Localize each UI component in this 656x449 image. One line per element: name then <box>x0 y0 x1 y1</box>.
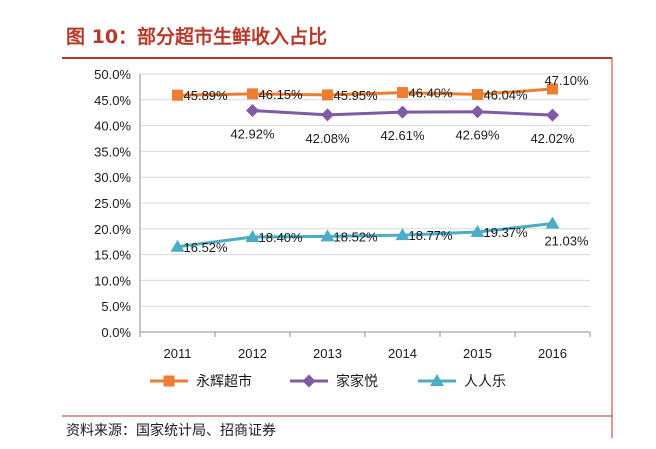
data-point <box>547 83 558 95</box>
data-point <box>395 228 410 241</box>
data-point <box>472 88 483 100</box>
x-tick-label: 2012 <box>238 346 267 361</box>
series-line <box>177 87 553 97</box>
legend: 永辉超市 家家悦 人人乐 <box>150 373 506 390</box>
y-tick-label: 20.0% <box>94 222 131 237</box>
y-tick-label: 35.0% <box>94 144 131 159</box>
source-note: 资料来源：国家统计局、招商证券 <box>66 422 276 439</box>
legend-label: 人人乐 <box>464 374 506 390</box>
data-point <box>397 87 408 99</box>
series-line <box>177 221 553 249</box>
legend-marker <box>163 375 175 387</box>
data-label: 45.95% <box>334 88 379 103</box>
y-tick-label: 30.0% <box>94 170 131 185</box>
data-point <box>172 89 183 101</box>
x-tick-label: 2016 <box>538 346 567 361</box>
legend-item: 永辉超市 <box>150 373 252 390</box>
x-tick-label: 2015 <box>463 346 492 361</box>
data-label: 42.08% <box>305 131 350 146</box>
series-1: 45.89% 46.15% 45.95% 46.40% 46.04% 47.10% <box>172 73 589 103</box>
data-point <box>470 225 485 238</box>
series-2: 42.92% 42.08% 42.61% 42.69% 42.02% <box>230 104 575 146</box>
data-point <box>546 108 559 122</box>
data-label: 21.03% <box>544 233 589 248</box>
y-tick-label: 40.0% <box>94 119 131 134</box>
data-label: 45.89% <box>184 88 229 103</box>
data-label: 18.77% <box>409 228 454 243</box>
legend-label: 永辉超市 <box>196 373 252 390</box>
legend-label: 家家悦 <box>336 373 378 390</box>
data-point <box>247 88 258 100</box>
x-tick-label: 2013 <box>313 346 342 361</box>
x-tick-label: 2011 <box>164 346 192 361</box>
data-label: 42.69% <box>455 128 500 143</box>
data-point <box>322 89 333 101</box>
data-point <box>246 104 259 118</box>
data-label: 46.04% <box>484 87 529 102</box>
data-label: 19.37% <box>484 225 529 240</box>
y-tick-label: 10.0% <box>94 273 131 288</box>
y-tick-label: 0.0% <box>101 325 131 340</box>
y-tick-label: 25.0% <box>94 196 131 211</box>
series-3: 16.52% 18.40% 18.52% 18.77% 19.37% 21.03% <box>170 216 589 255</box>
data-point <box>321 108 334 122</box>
y-tick-label: 50.0% <box>94 67 131 82</box>
data-label: 46.15% <box>259 87 304 102</box>
data-label: 42.02% <box>530 131 575 146</box>
data-point <box>396 105 409 119</box>
data-point <box>545 216 560 229</box>
legend-item: 家家悦 <box>290 373 378 390</box>
data-label: 46.40% <box>409 86 454 101</box>
data-point <box>245 230 260 243</box>
data-point <box>320 229 335 242</box>
plot-area: 0.0% 5.0% 10.0% 15.0% 20.0% 25.0% 30.0% 35.0% 40… <box>94 67 591 361</box>
data-label: 42.61% <box>380 128 425 143</box>
y-tick-label: 5.0% <box>101 299 131 314</box>
x-tick-label: 2014 <box>388 346 417 361</box>
data-label: 18.40% <box>259 230 304 245</box>
y-tick-label: 45.0% <box>94 93 131 108</box>
data-label: 18.52% <box>334 229 379 244</box>
data-point <box>170 239 185 252</box>
data-label: 42.92% <box>230 127 275 142</box>
data-label: 16.52% <box>184 240 229 255</box>
data-label: 47.10% <box>544 73 589 88</box>
legend-marker <box>430 374 444 386</box>
figure-title: 图 10：部分超市生鲜收入占比 <box>66 25 327 48</box>
y-tick-label: 15.0% <box>94 248 131 263</box>
data-point <box>471 105 484 119</box>
legend-marker <box>302 374 316 388</box>
legend-item: 人人乐 <box>418 374 506 390</box>
